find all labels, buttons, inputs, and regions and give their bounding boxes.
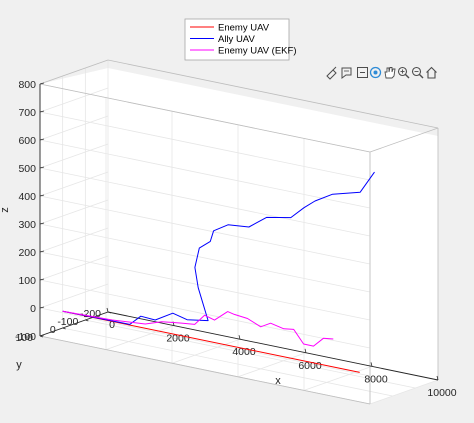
y-tick-label: -100 [57,316,78,328]
grid-line [39,283,109,309]
grid-line [39,171,109,197]
z-tick-label: 300 [18,219,36,231]
z-tick-mark [39,194,45,197]
y-tick-mark [62,327,66,330]
grid-line [39,195,371,265]
x-tick-mark [238,335,241,340]
box-edge [369,127,439,153]
x-tick-label: 8000 [364,373,388,385]
x-tick-label: 6000 [298,360,322,372]
series-line-2 [62,310,334,347]
y-axis-label: y [16,359,22,371]
grid-line [39,111,371,181]
box-edge [39,59,109,85]
z-tick-label: 700 [18,107,36,119]
tick-labels: -100010020030040050060070080002000400060… [15,79,457,399]
x-tick-label: 10000 [427,387,456,399]
grid-line [39,115,109,141]
grid-line [369,379,439,405]
pan-hand-icon[interactable] [384,67,396,79]
legend-entry-2: Enemy UAV (EKF) [218,46,296,57]
z-tick-label: 600 [18,135,36,147]
x-tick-label: 0 [109,319,115,331]
z-tick-mark [39,166,45,169]
grid-line [237,352,307,378]
axes-toolbar [326,66,437,80]
data-tips-icon[interactable] [341,67,352,79]
x-tick-label: 4000 [232,346,256,358]
zoom-out-icon[interactable] [411,66,424,79]
box-edge [39,335,371,405]
legend-entry-1: Ally UAV [218,34,255,45]
x-tick-mark [304,348,307,353]
back-wall-left [40,68,108,336]
y-tick-mark [107,311,112,314]
y-tick-mark [85,319,89,322]
grid-line [39,167,371,237]
z-tick-mark [39,138,45,141]
grid-line [39,307,371,377]
y-axis-line [39,311,109,337]
grid-line [39,255,109,281]
x-axis-line [107,311,439,381]
brush-icon[interactable] [326,66,337,80]
y-tick-mark [39,335,44,338]
legend-box [184,18,290,61]
grid-line [303,366,373,391]
grid-line [39,251,371,321]
x-axis-label: x [275,375,281,387]
z-tick-mark [39,110,45,113]
home-icon[interactable] [426,66,437,79]
grid-line [85,319,416,389]
axes-box: -100010020030040050060070080002000400060… [0,59,457,405]
z-tick-mark [39,222,45,225]
grid-line [39,139,371,209]
grid-line [39,223,371,293]
grid-line [171,338,241,364]
series-layer [62,171,375,373]
grid-line [39,227,109,253]
series-line-1 [62,171,375,325]
grid-line [39,143,109,169]
z-tick-mark [39,250,45,253]
box-edges [39,59,439,405]
x-tick-mark [436,375,439,381]
x-tick-mark [370,362,373,367]
x-tick-mark [106,307,109,313]
y-tick-label: 0 [50,324,56,336]
z-tick-label: 0 [30,303,36,315]
z-tick-mark [39,278,45,281]
grid-line [39,199,109,225]
z-tick-label: -100 [15,331,36,343]
rotate-3d-icon[interactable] [369,66,382,79]
grid-line [105,325,175,350]
grid-line [62,327,393,397]
back-wall-right [108,68,438,380]
z-tick-mark [39,306,45,309]
y-tick-label: 100 [15,332,33,344]
x-tick-label: 2000 [166,333,190,345]
zoom-in-icon[interactable] [397,66,410,79]
grid-line [39,279,371,349]
z-tick-label: 800 [18,79,36,91]
box-edge [39,83,371,153]
z-tick-label: 200 [18,247,36,259]
z-tick-mark [39,82,45,85]
z-axis-label: z [0,207,11,213]
floor-panel [40,312,438,404]
grid-line [39,87,109,113]
box-edge [107,59,439,129]
datacursor-icon[interactable] [357,67,368,78]
legend-entry-0: Enemy UAV [218,23,270,34]
z-tick-label: 400 [18,191,36,203]
z-tick-label: 100 [18,275,36,287]
z-tick-label: 500 [18,163,36,175]
